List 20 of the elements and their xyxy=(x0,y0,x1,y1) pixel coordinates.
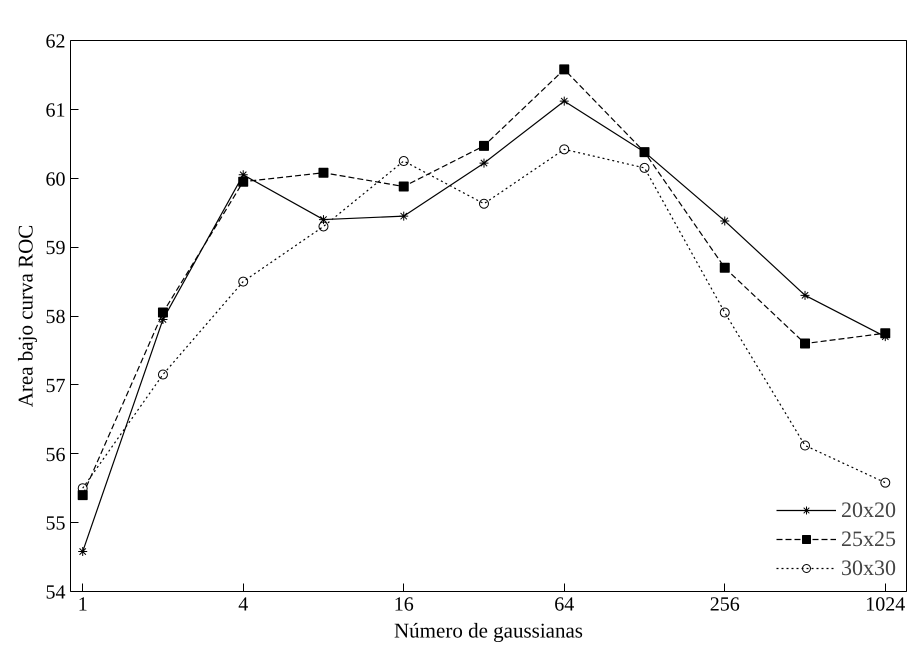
x-tick-label: 16 xyxy=(394,594,414,616)
y-tick-label: 60 xyxy=(46,168,66,190)
y-axis-title: Area bajo curva ROC xyxy=(14,224,38,408)
x-tick-label: 4 xyxy=(238,594,248,616)
legend-label: 20x20 xyxy=(841,497,896,523)
y-tick-label: 57 xyxy=(46,374,66,397)
y-tick-label: 61 xyxy=(46,99,66,122)
x-tick-label: 256 xyxy=(710,594,740,616)
x-axis-title: Número de gaussianas xyxy=(394,618,583,642)
y-tick-label: 58 xyxy=(46,306,66,328)
y-tick-label: 54 xyxy=(46,582,66,604)
legend-label: 30x30 xyxy=(841,555,896,581)
legend-label: 25x25 xyxy=(841,526,896,552)
y-tick-label: 55 xyxy=(46,512,66,535)
x-tick-label: 64 xyxy=(554,594,574,616)
y-tick-label: 62 xyxy=(46,30,66,52)
y-tick-label: 56 xyxy=(46,444,66,466)
x-tick-label: 1024 xyxy=(865,594,906,616)
y-tick-label: 59 xyxy=(46,237,66,260)
x-tick-label: 1 xyxy=(78,594,88,616)
